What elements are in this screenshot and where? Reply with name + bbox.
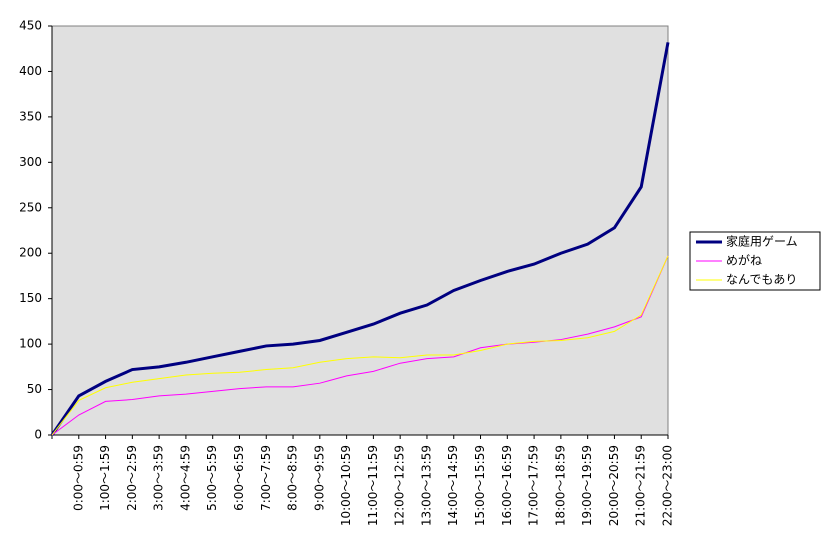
y-tick-label: 150 xyxy=(19,291,42,305)
line-series xyxy=(51,255,669,436)
x-tick-label: 15:00～15:59 xyxy=(473,445,487,526)
y-tick-label: 400 xyxy=(19,64,42,78)
x-tick-label: 1:00～1:59 xyxy=(98,445,112,511)
x-tick-label: 12:00～12:59 xyxy=(393,445,407,526)
line-series xyxy=(51,255,669,436)
x-tick-label: 6:00～6:59 xyxy=(232,445,246,511)
x-tick-label: 0:00～0:59 xyxy=(71,445,85,511)
legend-label: 家庭用ゲーム xyxy=(726,234,798,249)
x-tick-label: 7:00～7:59 xyxy=(259,445,273,511)
line-series xyxy=(50,42,670,436)
x-tick-label: 21:00～21:59 xyxy=(634,445,648,526)
x-tick-label: 11:00～11:59 xyxy=(366,445,380,526)
x-tick-label: 19:00～19:59 xyxy=(580,445,594,526)
x-tick-label: 16:00～16:59 xyxy=(500,445,514,526)
x-tick-label: 4:00～4:59 xyxy=(178,445,192,511)
x-tick-label: 22:00～23:00 xyxy=(661,445,675,526)
y-tick-label: 450 xyxy=(19,19,42,33)
x-tick-label: 2:00～2:59 xyxy=(125,445,139,511)
y-tick-label: 0 xyxy=(34,428,42,442)
x-tick-label: 3:00～3:59 xyxy=(152,445,166,511)
x-tick-label: 5:00～5:59 xyxy=(205,445,219,511)
x-tick-label: 13:00～13:59 xyxy=(419,445,433,526)
y-tick-label: 250 xyxy=(19,200,42,214)
y-tick-label: 300 xyxy=(19,155,42,169)
x-tick-label: 10:00～10:59 xyxy=(339,445,353,526)
y-tick-label: 50 xyxy=(27,382,42,396)
y-tick-label: 100 xyxy=(19,337,42,351)
y-tick-label: 200 xyxy=(19,246,42,260)
y-tick-label: 350 xyxy=(19,109,42,123)
x-tick-label: 14:00～14:59 xyxy=(446,445,460,526)
x-tick-label: 20:00～20:59 xyxy=(607,445,621,526)
x-tick-label: 8:00～8:59 xyxy=(286,445,300,511)
x-tick-label: 18:00～18:59 xyxy=(553,445,567,526)
legend-label: なんでもあり xyxy=(726,273,797,287)
legend-label: めがね xyxy=(726,253,762,268)
x-tick-label: 17:00～17:59 xyxy=(527,445,541,526)
x-tick-label: 9:00～9:59 xyxy=(312,445,326,511)
